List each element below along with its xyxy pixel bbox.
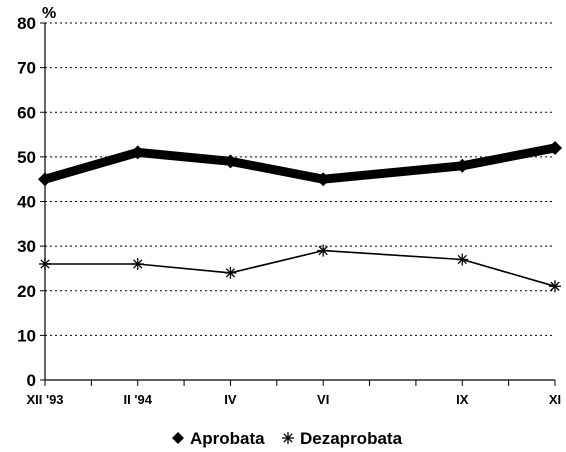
series-layer xyxy=(38,140,562,293)
legend: Aprobata Dezaprobata xyxy=(172,429,403,448)
y-tick-label: 20 xyxy=(17,282,36,301)
x-tick-label: IV xyxy=(224,392,237,407)
y-axis-ticks: 0 10 20 30 40 50 60 70 80 xyxy=(17,14,45,390)
legend-marker-diamond xyxy=(172,432,184,444)
legend-label-dezaprobata: Dezaprobata xyxy=(300,429,403,448)
asterisk-stroke xyxy=(133,259,143,269)
data-point-aprobata xyxy=(38,172,52,187)
asterisk-stroke xyxy=(318,245,328,256)
data-point-dezaprobata xyxy=(317,244,330,257)
x-tick-label: XII '93 xyxy=(26,392,63,407)
y-tick-label: 60 xyxy=(17,103,36,122)
data-point-aprobata xyxy=(130,145,145,160)
asterisk-stroke xyxy=(283,433,293,443)
y-tick-label: 40 xyxy=(17,193,36,212)
x-axis-ticks: XII '93 II '94 IV VI IX XI xyxy=(26,380,561,407)
y-axis-label: % xyxy=(42,5,56,22)
y-tick-label: 10 xyxy=(17,326,36,345)
data-point-aprobata xyxy=(223,154,238,169)
asterisk-stroke xyxy=(40,259,50,269)
data-point-dezaprobata xyxy=(224,266,237,279)
asterisk-stroke xyxy=(225,268,236,278)
y-tick-label: 50 xyxy=(17,148,36,167)
y-tick-label: 30 xyxy=(17,237,36,256)
asterisk-stroke xyxy=(457,254,467,265)
data-point-dezaprobata xyxy=(131,257,144,270)
y-tick-label: 80 xyxy=(17,14,36,33)
data-point-aprobata xyxy=(316,172,331,187)
y-tick-label: 70 xyxy=(17,59,36,78)
series-line-dezaprobata xyxy=(44,249,556,288)
data-point-dezaprobata xyxy=(549,280,561,293)
legend-label-aprobata: Aprobata xyxy=(190,429,265,448)
legend-marker-asterisk xyxy=(282,432,294,444)
data-point-dezaprobata xyxy=(456,253,469,266)
y-tick-label: 0 xyxy=(27,371,36,390)
x-tick-label: II '94 xyxy=(124,392,153,407)
asterisk-stroke xyxy=(550,281,560,291)
x-tick-label: IX xyxy=(456,392,469,407)
data-point-aprobata xyxy=(548,140,562,155)
series-line-aprobata xyxy=(40,143,560,184)
data-point-aprobata xyxy=(455,158,470,173)
x-tick-label: VI xyxy=(317,392,329,407)
data-point-dezaprobata xyxy=(39,257,51,270)
x-tick-label: XI xyxy=(549,392,561,407)
